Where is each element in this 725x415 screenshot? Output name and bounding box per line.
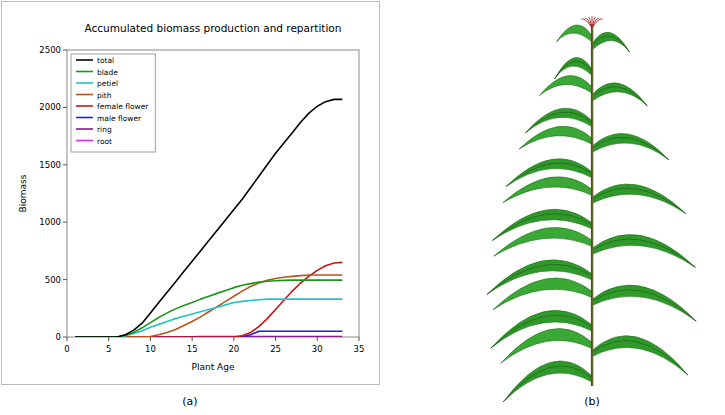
legend-entry: root	[97, 137, 112, 146]
stem	[591, 24, 593, 386]
plant	[487, 16, 696, 402]
legend: total blade petiel pith female flower male fl…	[71, 54, 155, 152]
x-tick-label: 20	[228, 344, 239, 354]
legend-swatch	[76, 117, 93, 119]
x-tick-label: 0	[64, 344, 69, 354]
leaf	[592, 336, 688, 375]
panel-label: (b)	[584, 395, 600, 408]
leaf-vein	[555, 61, 593, 79]
x-tick	[150, 337, 151, 341]
legend-entry: pith	[97, 91, 112, 100]
x-tick-label: 35	[354, 344, 365, 354]
legend-swatch	[76, 82, 93, 84]
panel-label: (a)	[182, 395, 197, 408]
x-tick-label: 10	[145, 344, 156, 354]
legend-entry: blade	[97, 68, 118, 77]
leaf-vein	[491, 315, 592, 348]
leaf	[503, 177, 592, 203]
legend-swatch	[76, 59, 93, 61]
leaf-vein	[487, 264, 592, 294]
leaf	[503, 361, 592, 402]
y-tick-label: 2000	[39, 102, 61, 112]
tassel	[589, 17, 593, 28]
leaf	[494, 227, 592, 256]
legend-swatch	[76, 140, 93, 142]
legend-entry: female flower	[97, 102, 149, 111]
legend-box	[71, 54, 155, 152]
x-tick	[108, 337, 109, 341]
leaf	[555, 58, 593, 79]
legend-entry: petiel	[97, 79, 118, 88]
y-tick	[63, 107, 67, 108]
leaf	[539, 76, 592, 96]
y-tick-label: 500	[45, 275, 61, 285]
leaf-vein	[592, 87, 647, 106]
series-line	[75, 299, 342, 337]
leaf	[493, 278, 592, 310]
x-tick	[192, 337, 193, 341]
legend-swatch	[76, 128, 93, 130]
series-line	[75, 331, 342, 337]
leaf-vein	[503, 366, 592, 402]
y-tick-label: 1500	[39, 160, 61, 170]
leaf	[506, 159, 592, 187]
x-tick	[359, 337, 360, 341]
panel-frame	[2, 2, 380, 385]
leaf	[491, 310, 592, 348]
figure: Accumulated biomass production and repar…	[0, 0, 725, 415]
leaf	[592, 32, 630, 52]
leaf-vein	[592, 137, 669, 159]
legend-entry: male flower	[97, 114, 142, 123]
leaf	[592, 235, 695, 268]
plot-frame	[67, 50, 359, 337]
series-line	[75, 280, 342, 337]
x-tick-label: 25	[270, 344, 281, 354]
leaf-vein	[506, 163, 592, 187]
leaf-vein	[592, 36, 630, 52]
leaf	[592, 184, 686, 214]
x-tick	[317, 337, 318, 341]
y-tick	[63, 222, 67, 223]
y-tick-label: 1000	[39, 217, 61, 227]
leaf-vein	[526, 112, 592, 133]
legend-swatch	[76, 71, 93, 73]
leaf	[592, 285, 696, 321]
x-tick	[233, 337, 234, 341]
x-tick	[67, 337, 68, 341]
leaf	[492, 209, 592, 240]
leaf-vein	[592, 290, 696, 321]
leaf	[592, 133, 669, 159]
leaf	[487, 260, 592, 294]
y-tick	[63, 164, 67, 165]
y-tick-label: 2500	[39, 45, 61, 55]
legend-swatch	[76, 105, 93, 107]
y-tick	[63, 50, 67, 51]
x-tick-label: 30	[312, 344, 323, 354]
leaf-vein	[592, 341, 688, 376]
y-axis-title: Biomass	[18, 174, 28, 212]
leaf-vein	[492, 214, 592, 241]
series-line	[75, 262, 342, 337]
x-axis-title: Plant Age	[192, 362, 235, 372]
chart-title: Accumulated biomass production and repar…	[85, 22, 342, 34]
leaf	[556, 25, 592, 42]
x-tick-label: 5	[106, 344, 111, 354]
leaf	[501, 329, 592, 364]
leaf-vein	[592, 239, 695, 267]
leaf	[592, 83, 647, 106]
leaf-vein	[592, 188, 686, 213]
stem-highlight	[592, 24, 593, 386]
leaf	[526, 108, 592, 133]
tassel	[585, 18, 592, 28]
legend-swatch	[76, 94, 93, 96]
legend-entry: ring	[97, 125, 112, 134]
y-tick-label: 0	[56, 332, 61, 342]
x-tick-label: 15	[187, 344, 198, 354]
x-tick	[275, 337, 276, 341]
legend-entry: total	[97, 56, 114, 65]
tassel	[592, 19, 603, 28]
series-line	[75, 275, 342, 337]
y-tick	[63, 279, 67, 280]
y-tick	[63, 337, 67, 338]
